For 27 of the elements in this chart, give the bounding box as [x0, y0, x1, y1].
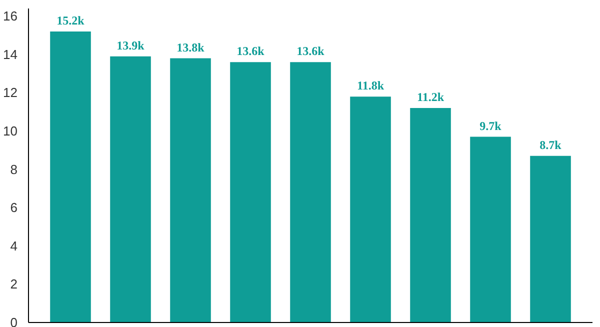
data-label: 9.7k — [480, 118, 502, 133]
data-label: 13.6k — [296, 44, 325, 58]
y-tick-label: 2 — [10, 276, 18, 292]
data-label: 13.8k — [176, 40, 205, 54]
y-tick-label: 14 — [3, 46, 18, 62]
bar — [290, 62, 331, 322]
y-tick-label: 10 — [3, 124, 18, 139]
bar — [530, 156, 571, 322]
data-label: 13.6k — [236, 44, 265, 58]
data-label: 11.8k — [356, 78, 384, 93]
data-label: 8.7k — [540, 138, 562, 152]
bar — [350, 96, 391, 322]
bar — [170, 58, 211, 322]
bar — [110, 56, 151, 322]
y-tick-label: 8 — [10, 162, 18, 177]
data-label: 13.9k — [116, 38, 145, 52]
y-tick-label: 16 — [3, 8, 18, 24]
y-tick-label: 12 — [3, 85, 18, 100]
y-tick-label: 6 — [10, 200, 18, 216]
y-tick-label: 4 — [10, 238, 18, 254]
bar — [470, 136, 511, 322]
bar — [410, 108, 451, 322]
bar — [50, 31, 91, 322]
y-tick-label: 0 — [10, 315, 18, 327]
data-label: 15.2k — [56, 13, 85, 28]
data-label: 11.2k — [416, 90, 444, 104]
bar — [230, 62, 271, 322]
